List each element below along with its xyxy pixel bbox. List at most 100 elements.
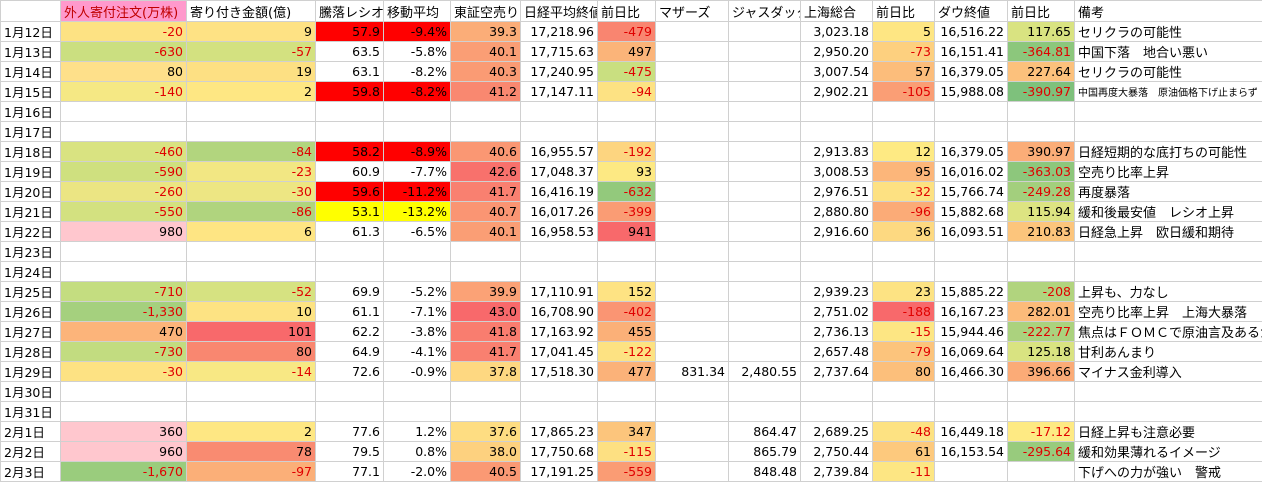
value-cell: 57.9 — [316, 22, 384, 42]
date-cell: 1月29日 — [1, 362, 61, 382]
value-cell: -479 — [598, 22, 656, 42]
value-cell — [656, 182, 729, 202]
value-cell — [873, 402, 935, 422]
value-cell — [729, 222, 801, 242]
value-cell — [61, 122, 187, 142]
column-header: 前日比 — [1008, 1, 1075, 22]
value-cell — [451, 242, 521, 262]
date-cell: 1月27日 — [1, 322, 61, 342]
value-cell: 38.0 — [451, 442, 521, 462]
value-cell — [316, 102, 384, 122]
value-cell — [656, 22, 729, 42]
value-cell — [729, 202, 801, 222]
value-cell — [61, 262, 187, 282]
value-cell: -48 — [873, 422, 935, 442]
value-cell: 941 — [598, 222, 656, 242]
value-cell: -73 — [873, 42, 935, 62]
value-cell: -94 — [598, 82, 656, 102]
value-cell — [656, 402, 729, 422]
value-cell: 210.83 — [1008, 222, 1075, 242]
value-cell — [316, 382, 384, 402]
value-cell: -2.0% — [384, 462, 451, 482]
value-cell — [187, 122, 316, 142]
value-cell — [729, 402, 801, 422]
value-cell: 16,958.53 — [521, 222, 598, 242]
value-cell: 64.9 — [316, 342, 384, 362]
data-row: 1月23日 — [1, 242, 1262, 262]
value-cell: 865.79 — [729, 442, 801, 462]
value-cell: 80 — [873, 362, 935, 382]
value-cell: 3,008.53 — [801, 162, 873, 182]
value-cell — [598, 402, 656, 422]
value-cell: 17,147.11 — [521, 82, 598, 102]
value-cell — [801, 242, 873, 262]
value-cell: 6 — [187, 222, 316, 242]
value-cell: -122 — [598, 342, 656, 362]
value-cell: 2,480.55 — [729, 362, 801, 382]
value-cell — [598, 262, 656, 282]
value-cell: 43.0 — [451, 302, 521, 322]
value-cell: 2,902.21 — [801, 82, 873, 102]
value-cell: -11.2% — [384, 182, 451, 202]
value-cell — [384, 242, 451, 262]
data-row: 1月24日 — [1, 262, 1262, 282]
value-cell: 58.2 — [316, 142, 384, 162]
value-cell: -4.1% — [384, 342, 451, 362]
value-cell: -192 — [598, 142, 656, 162]
value-cell: 227.64 — [1008, 62, 1075, 82]
value-cell — [656, 302, 729, 322]
value-cell: 17,715.63 — [521, 42, 598, 62]
value-cell: 42.6 — [451, 162, 521, 182]
value-cell: 470 — [61, 322, 187, 342]
value-cell: 80 — [61, 62, 187, 82]
value-cell — [521, 402, 598, 422]
value-cell: 17,240.95 — [521, 62, 598, 82]
value-cell — [656, 322, 729, 342]
value-cell: 16,017.26 — [521, 202, 598, 222]
date-cell: 1月15日 — [1, 82, 61, 102]
value-cell: 2,657.48 — [801, 342, 873, 362]
value-cell: 40.1 — [451, 42, 521, 62]
value-cell: 3,023.18 — [801, 22, 873, 42]
value-cell — [1008, 242, 1075, 262]
value-cell: 40.6 — [451, 142, 521, 162]
value-cell: -1,330 — [61, 302, 187, 322]
value-cell: 497 — [598, 42, 656, 62]
value-cell: -222.77 — [1008, 322, 1075, 342]
value-cell: 16,466.30 — [935, 362, 1008, 382]
value-cell — [729, 42, 801, 62]
column-header: 移動平均 — [384, 1, 451, 22]
value-cell: 60.9 — [316, 162, 384, 182]
column-header: ジャスダック — [729, 1, 801, 22]
value-cell: -17.12 — [1008, 422, 1075, 442]
value-cell — [521, 262, 598, 282]
value-cell — [61, 402, 187, 422]
value-cell — [656, 122, 729, 142]
value-cell — [935, 462, 1008, 482]
value-cell: -7.7% — [384, 162, 451, 182]
value-cell: -249.28 — [1008, 182, 1075, 202]
value-cell — [935, 102, 1008, 122]
value-cell — [1008, 262, 1075, 282]
date-cell: 1月22日 — [1, 222, 61, 242]
note-cell: 中国再度大暴落 原油価格下げ止まらず — [1075, 82, 1262, 102]
value-cell: 347 — [598, 422, 656, 442]
value-cell: 2,880.80 — [801, 202, 873, 222]
value-cell: 0.8% — [384, 442, 451, 462]
value-cell — [729, 302, 801, 322]
value-cell: -188 — [873, 302, 935, 322]
date-cell: 1月14日 — [1, 62, 61, 82]
value-cell: 61.3 — [316, 222, 384, 242]
value-cell — [801, 382, 873, 402]
value-cell: 2,913.83 — [801, 142, 873, 162]
value-cell — [598, 382, 656, 402]
note-cell: 中国下落 地合い悪い — [1075, 42, 1262, 62]
value-cell — [935, 262, 1008, 282]
value-cell — [451, 262, 521, 282]
value-cell: -30 — [187, 182, 316, 202]
